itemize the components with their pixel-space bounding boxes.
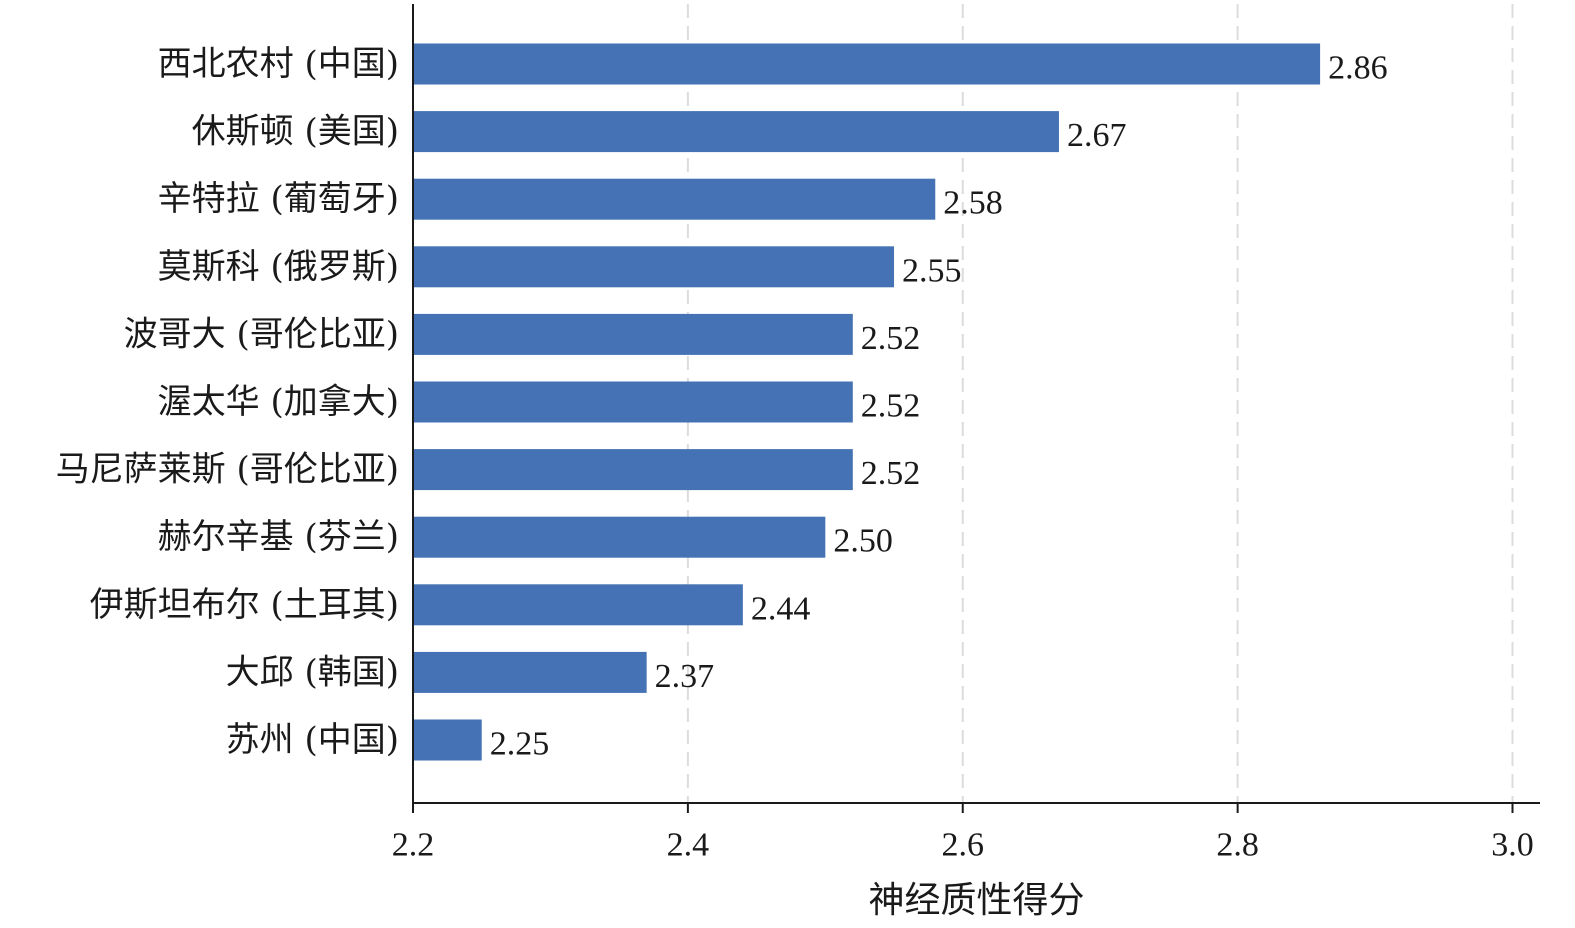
value-label-6: 2.52	[861, 455, 921, 492]
value-label-9: 2.37	[655, 658, 715, 695]
bar-6	[413, 449, 853, 491]
value-label-5: 2.52	[861, 388, 921, 425]
category-label-7: 赫尔辛基 (芬兰)	[158, 517, 399, 557]
category-label-6: 马尼萨莱斯 (哥伦比亚)	[56, 450, 399, 490]
bar-0	[413, 43, 1321, 85]
category-label-1: 休斯顿 (美国)	[192, 112, 399, 152]
value-label-4: 2.52	[861, 320, 921, 357]
category-label-8: 伊斯坦布尔 (土耳其)	[90, 585, 399, 625]
label-layer: 西北农村 (中国) 2.86 休斯顿 (美国) 2.67 辛特拉 (葡萄牙) 2.58 莫斯…	[56, 44, 1534, 864]
x-tick-label-2: 2.6	[942, 827, 985, 864]
x-tick-label-3: 2.8	[1216, 827, 1259, 864]
category-label-2: 辛特拉 (葡萄牙)	[158, 179, 399, 219]
x-tick-label-1: 2.4	[667, 827, 710, 864]
bar-8	[413, 584, 743, 626]
bar-9	[413, 651, 647, 693]
x-tick-label-4: 3.0	[1491, 827, 1534, 864]
category-label-3: 莫斯科 (俄罗斯)	[158, 247, 399, 287]
category-label-5: 渥太华 (加拿大)	[158, 382, 399, 422]
category-label-9: 大邱 (韩国)	[226, 652, 399, 692]
bar-7	[413, 516, 826, 558]
value-label-8: 2.44	[751, 590, 811, 627]
x-axis-title: 神经质性得分	[868, 880, 1084, 921]
x-tick-label-0: 2.2	[392, 827, 435, 864]
bar-1	[413, 111, 1059, 153]
value-label-10: 2.25	[490, 726, 549, 763]
bar-layer	[413, 43, 1321, 761]
value-label-1: 2.67	[1067, 117, 1127, 154]
value-label-7: 2.50	[833, 523, 893, 560]
value-label-0: 2.86	[1328, 50, 1388, 87]
category-label-4: 波哥大 (哥伦比亚)	[124, 314, 399, 354]
axis-layer	[412, 4, 1540, 804]
value-label-3: 2.55	[902, 252, 962, 289]
bar-10	[413, 719, 482, 761]
bar-3	[413, 246, 895, 288]
bar-2	[413, 178, 936, 220]
bar-4	[413, 313, 853, 355]
category-label-10: 苏州 (中国)	[226, 720, 399, 760]
category-label-0: 西北农村 (中国)	[158, 44, 399, 84]
value-label-2: 2.58	[943, 185, 1003, 222]
bar-5	[413, 381, 853, 423]
